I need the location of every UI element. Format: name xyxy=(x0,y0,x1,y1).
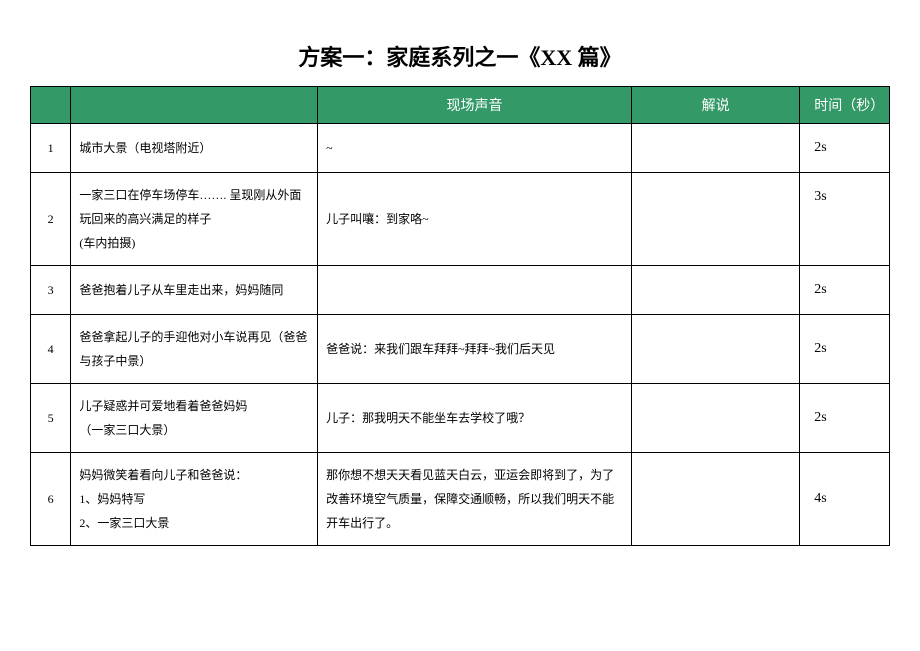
cell-time: 2s xyxy=(800,266,890,315)
page-title: 方案一：家庭系列之一《XX 篇》 xyxy=(30,40,890,72)
header-time: 时间（秒） xyxy=(800,87,890,124)
header-sound: 现场声音 xyxy=(318,87,632,124)
table-row: 2 一家三口在停车场停车……. 呈现刚从外面玩回来的高兴满足的样子(车内拍摄) … xyxy=(31,173,890,266)
cell-desc: 儿子疑惑并可爱地看着爸爸妈妈（一家三口大景） xyxy=(71,384,318,453)
cell-desc: 妈妈微笑着看向儿子和爸爸说：1、妈妈特写2、一家三口大景 xyxy=(71,453,318,546)
storyboard-table: 现场声音 解说 时间（秒） 1 城市大景（电视塔附近） ~ 2s 2 一家三口在… xyxy=(30,86,890,546)
cell-desc: 爸爸抱着儿子从车里走出来，妈妈随同 xyxy=(71,266,318,315)
cell-time: 2s xyxy=(800,124,890,173)
table-row: 1 城市大景（电视塔附近） ~ 2s xyxy=(31,124,890,173)
cell-time: 3s xyxy=(800,173,890,266)
cell-sound: ~ xyxy=(318,124,632,173)
table-header-row: 现场声音 解说 时间（秒） xyxy=(31,87,890,124)
cell-desc: 城市大景（电视塔附近） xyxy=(71,124,318,173)
cell-index: 5 xyxy=(31,384,71,453)
header-index xyxy=(31,87,71,124)
header-desc xyxy=(71,87,318,124)
cell-narration xyxy=(632,384,800,453)
cell-sound xyxy=(318,266,632,315)
cell-index: 3 xyxy=(31,266,71,315)
cell-time: 2s xyxy=(800,315,890,384)
cell-narration xyxy=(632,266,800,315)
table-row: 5 儿子疑惑并可爱地看着爸爸妈妈（一家三口大景） 儿子：那我明天不能坐车去学校了… xyxy=(31,384,890,453)
cell-narration xyxy=(632,453,800,546)
cell-sound: 儿子叫嚷：到家咯~ xyxy=(318,173,632,266)
cell-narration xyxy=(632,124,800,173)
cell-narration xyxy=(632,173,800,266)
cell-sound: 那你想不想天天看见蓝天白云，亚运会即将到了，为了改善环境空气质量，保障交通顺畅，… xyxy=(318,453,632,546)
cell-index: 4 xyxy=(31,315,71,384)
cell-time: 2s xyxy=(800,384,890,453)
cell-sound: 儿子：那我明天不能坐车去学校了哦？ xyxy=(318,384,632,453)
cell-index: 1 xyxy=(31,124,71,173)
cell-narration xyxy=(632,315,800,384)
cell-time: 4s xyxy=(800,453,890,546)
cell-sound: 爸爸说：来我们跟车拜拜~拜拜~我们后天见 xyxy=(318,315,632,384)
cell-index: 2 xyxy=(31,173,71,266)
cell-index: 6 xyxy=(31,453,71,546)
table-body: 1 城市大景（电视塔附近） ~ 2s 2 一家三口在停车场停车……. 呈现刚从外… xyxy=(31,124,890,546)
cell-desc: 一家三口在停车场停车……. 呈现刚从外面玩回来的高兴满足的样子(车内拍摄) xyxy=(71,173,318,266)
header-narration: 解说 xyxy=(632,87,800,124)
table-row: 3 爸爸抱着儿子从车里走出来，妈妈随同 2s xyxy=(31,266,890,315)
cell-desc: 爸爸拿起儿子的手迎他对小车说再见（爸爸与孩子中景） xyxy=(71,315,318,384)
table-row: 6 妈妈微笑着看向儿子和爸爸说：1、妈妈特写2、一家三口大景 那你想不想天天看见… xyxy=(31,453,890,546)
table-row: 4 爸爸拿起儿子的手迎他对小车说再见（爸爸与孩子中景） 爸爸说：来我们跟车拜拜~… xyxy=(31,315,890,384)
